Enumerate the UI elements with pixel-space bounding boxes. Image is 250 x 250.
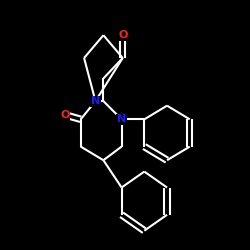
Text: N: N xyxy=(91,96,100,106)
Text: O: O xyxy=(118,30,128,40)
Text: N: N xyxy=(117,114,126,124)
Text: O: O xyxy=(60,110,70,120)
